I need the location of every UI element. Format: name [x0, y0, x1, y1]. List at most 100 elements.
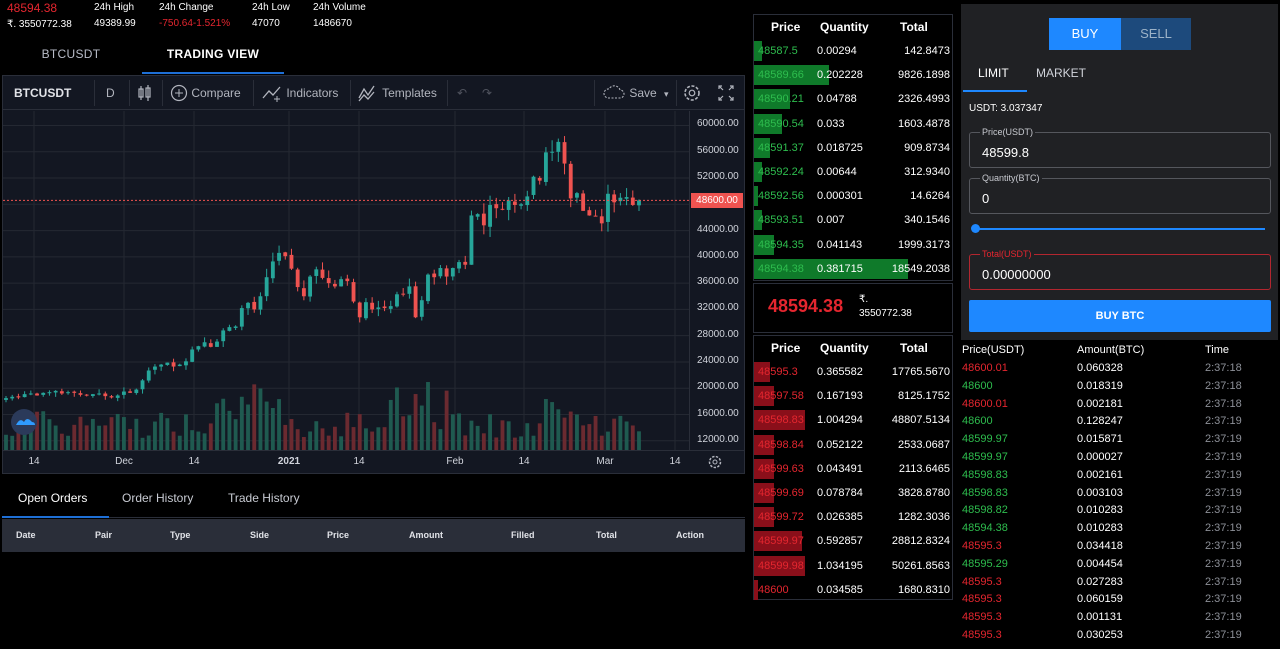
bid-row[interactable]: 48598.83 1.004294 48807.5134: [754, 408, 952, 432]
bid-row[interactable]: 48600 0.034585 1680.8310: [754, 578, 952, 602]
time-axis[interactable]: 14 Dec 14 2021 14 Feb 14 Mar 14: [3, 450, 744, 473]
buy-btc-button[interactable]: BUY BTC: [969, 300, 1271, 332]
bid-row[interactable]: 48599.69 0.078784 3828.8780: [754, 481, 952, 505]
candle-body: [395, 294, 399, 307]
depth-bar: [754, 65, 829, 86]
axis-settings-icon[interactable]: [706, 453, 724, 471]
templates-label: Templates: [382, 86, 437, 100]
bid-row[interactable]: 48598.84 0.052122 2533.0687: [754, 433, 952, 457]
volume-bar: [22, 424, 27, 450]
compare-button[interactable]: Compare: [170, 76, 241, 110]
row-total: 1603.4878: [898, 117, 950, 130]
candle-body: [121, 391, 126, 395]
price-tick-label: 56000.00: [697, 144, 739, 156]
column-header: Price: [327, 530, 350, 540]
fullscreen-icon[interactable]: [717, 76, 737, 110]
volume-bar: [519, 436, 524, 450]
ticker-label: 24h Volume: [313, 2, 366, 13]
bid-row[interactable]: 48599.72 0.026385 1282.3036: [754, 505, 952, 529]
time-tick-label: 14: [518, 456, 530, 467]
redo-icon[interactable]: ↷: [482, 86, 493, 100]
candle-body: [481, 213, 486, 226]
interval-selector[interactable]: D: [106, 86, 115, 100]
indicators-button[interactable]: Indicators: [261, 76, 338, 110]
ticker-label: 24h High: [94, 2, 135, 13]
depth-bar: [754, 483, 774, 503]
bid-row[interactable]: 48599.98 1.034195 50261.8563: [754, 554, 952, 578]
row-total: 340.1546: [904, 214, 950, 227]
tab-limit[interactable]: LIMIT: [978, 66, 1009, 80]
candle-body: [233, 326, 238, 328]
total-field[interactable]: Total(USDT) 0.00000000: [969, 249, 1271, 290]
tab-btcusdt[interactable]: BTCUSDT: [41, 47, 101, 61]
ask-row[interactable]: 48590.21 0.04788 2326.4993: [754, 87, 952, 111]
volume-bar: [481, 433, 486, 450]
quantity-field[interactable]: Quantity(BTC) 0: [969, 173, 1271, 214]
volume-bar: [289, 419, 294, 450]
depth-bar: [754, 507, 774, 528]
volume-bar: [500, 420, 505, 450]
trade-time: 2:37:18: [1205, 362, 1242, 374]
candle-body: [326, 278, 331, 284]
tab-order-history[interactable]: Order History: [122, 491, 194, 505]
tab-market[interactable]: MARKET: [1036, 66, 1087, 80]
candle-body: [463, 261, 468, 265]
templates-button[interactable]: Templates: [357, 76, 437, 110]
quantity-field-value[interactable]: 0: [982, 191, 990, 206]
ask-row[interactable]: 48593.51 0.007 340.1546: [754, 208, 952, 232]
symbol-selector[interactable]: BTCUSDT: [14, 86, 72, 100]
volume-bar: [233, 419, 238, 450]
inr-value: 3550772.38: [859, 308, 912, 319]
ticker-24h-high: 24h High 49389.99: [94, 2, 136, 30]
volume-bar: [227, 410, 232, 450]
price-axis[interactable]: 60000.0056000.0052000.0048000.0044000.00…: [689, 111, 744, 450]
bid-row[interactable]: 48599.97 0.592857 28812.8324: [754, 529, 952, 553]
candle-body: [134, 389, 139, 394]
amount-slider-handle[interactable]: [971, 224, 980, 233]
column-header: Filled: [511, 530, 535, 540]
tab-trade-history[interactable]: Trade History: [228, 491, 300, 505]
ask-row[interactable]: 48592.24 0.00644 312.9340: [754, 160, 952, 184]
price-field[interactable]: Price(USDT) 48599.8: [969, 127, 1271, 168]
depth-bar: [754, 162, 762, 182]
ask-row[interactable]: 48594.35 0.041143 1999.3173: [754, 233, 952, 257]
volume-bar: [606, 431, 610, 450]
ask-row[interactable]: 48591.37 0.018725 909.8734: [754, 136, 952, 160]
ask-row[interactable]: 48589.66 0.202228 9826.1898: [754, 63, 952, 87]
candle-body: [28, 393, 33, 395]
mid-price-box: 48594.38 ₹. 3550772.38: [753, 283, 953, 333]
tab-open-orders[interactable]: Open Orders: [18, 491, 88, 505]
total-field-value[interactable]: 0.00000000: [982, 267, 1051, 282]
amount-slider-track[interactable]: [975, 228, 1265, 230]
trade-amount: 0.010283: [1077, 504, 1123, 517]
ask-row[interactable]: 48594.38 0.381715 18549.2038: [754, 257, 952, 281]
trade-amount: 0.002161: [1077, 468, 1123, 481]
volume-bar: [128, 428, 133, 450]
sell-toggle-button[interactable]: SELL: [1121, 18, 1191, 50]
bid-row[interactable]: 48599.63 0.043491 2113.6465: [754, 457, 952, 481]
bid-row[interactable]: 48595.3 0.365582 17765.5670: [754, 360, 952, 384]
trade-time: 2:37:19: [1205, 557, 1242, 570]
candle-body: [357, 302, 362, 318]
trade-price: 48595.29: [962, 557, 1008, 570]
volume-bar: [512, 437, 517, 450]
candle-type-icon[interactable]: [137, 76, 155, 110]
row-total: 14.6264: [910, 190, 950, 203]
ask-row[interactable]: 48587.5 0.00294 142.8473: [754, 39, 952, 63]
ask-row[interactable]: 48590.54 0.033 1603.4878: [754, 112, 952, 136]
candle-body: [53, 390, 58, 393]
tab-trading-view[interactable]: TRADING VIEW: [142, 34, 284, 74]
save-button[interactable]: Save ▾: [602, 76, 669, 110]
price-chart[interactable]: [3, 111, 689, 450]
buy-toggle-button[interactable]: BUY: [1049, 18, 1121, 50]
candle-body: [506, 200, 511, 210]
candle-body: [612, 194, 617, 203]
ask-row[interactable]: 48592.56 0.000301 14.6264: [754, 184, 952, 208]
price-field-value[interactable]: 48599.8: [982, 145, 1029, 160]
row-price: 48592.56: [758, 190, 804, 203]
volume-bar: [624, 421, 629, 450]
undo-icon[interactable]: ↶: [457, 86, 468, 100]
row-total: 48807.5134: [891, 414, 950, 427]
bid-row[interactable]: 48597.58 0.167193 8125.1752: [754, 384, 952, 408]
settings-gear-icon[interactable]: [682, 76, 704, 110]
